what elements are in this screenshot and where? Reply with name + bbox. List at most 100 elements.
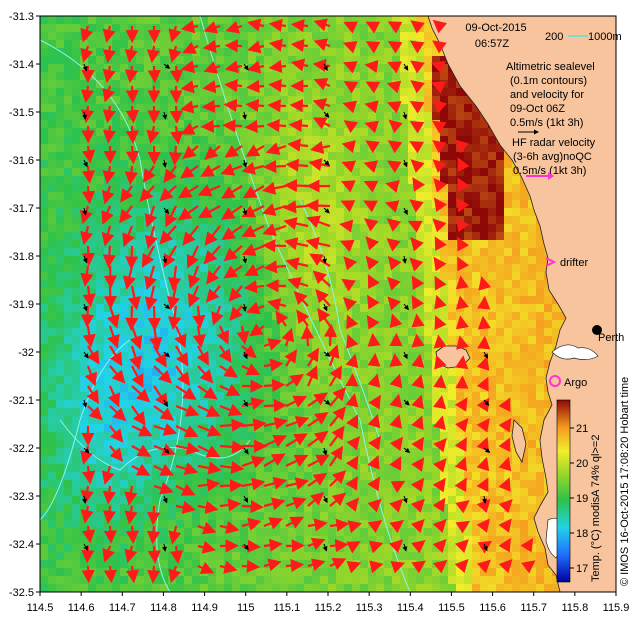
radar-arrow: [432, 518, 447, 534]
radar-arrow: [243, 280, 265, 294]
radar-arrow: [177, 205, 199, 221]
radar-arrow: [433, 178, 448, 193]
radar-arrow: [263, 378, 286, 392]
radar-arrow: [433, 374, 447, 389]
radar-arrow: [87, 405, 103, 421]
radar-arrow: [476, 456, 490, 472]
radar-arrow: [432, 99, 448, 114]
radar-arrow: [80, 45, 94, 63]
radar-arrow: [477, 315, 491, 330]
altimetry-arrow: [323, 63, 328, 72]
radar-arrow: [313, 38, 331, 51]
radar-arrow: [410, 237, 424, 252]
altimetry-arrow: [82, 63, 88, 72]
radar-arrow: [82, 465, 96, 485]
radar-arrow: [131, 463, 151, 476]
radar-arrow: [341, 278, 356, 292]
radar-arrow: [309, 140, 331, 154]
radar-arrow: [249, 323, 265, 337]
radar-arrow: [390, 560, 406, 574]
radar-arrow: [241, 161, 265, 175]
radar-arrow: [283, 178, 309, 193]
radar-arrow: [263, 453, 286, 467]
radar-arrow: [345, 393, 359, 408]
radar-arrow: [368, 394, 381, 410]
radar-arrow: [223, 98, 243, 113]
altimetry-arrow: [403, 207, 408, 216]
radar-arrow: [455, 295, 469, 310]
radar-arrow: [389, 519, 404, 534]
radar-arrow: [229, 305, 243, 321]
radar-arrow: [246, 301, 265, 315]
radar-arrow: [203, 61, 221, 74]
radar-arrow: [457, 157, 470, 173]
radar-arrow: [129, 345, 142, 370]
radar-arrow: [367, 455, 380, 470]
radar-arrow: [175, 345, 189, 367]
radar-arrow: [168, 525, 182, 545]
radar-arrow: [168, 25, 182, 43]
radar-arrow: [521, 560, 536, 574]
altimetry-arrow: [402, 543, 408, 552]
radar-arrow: [125, 145, 140, 165]
hf-radar-arrows: [80, 18, 536, 584]
radar-arrow: [144, 285, 158, 311]
radar-arrow: [285, 454, 309, 467]
radar-arrow: [411, 498, 425, 513]
radar-arrow: [317, 307, 331, 327]
radar-arrow: [520, 537, 534, 553]
altimetry-arrow: [322, 543, 328, 552]
radar-arrow: [262, 223, 287, 237]
alt-legend-line4: 09-Oct 06Z: [510, 103, 565, 115]
radar-arrow: [241, 499, 264, 514]
altimetry-arrow: [83, 351, 89, 359]
radar-arrow: [329, 365, 342, 387]
radar-arrow: [365, 236, 380, 251]
radar-arrow: [387, 140, 403, 154]
altimetry-arrow: [403, 399, 410, 406]
radar-arrow: [241, 539, 261, 553]
radar-arrow: [290, 19, 309, 33]
radar-arrow: [261, 203, 287, 216]
radar-arrow: [478, 276, 492, 291]
radar-arrow: [498, 518, 512, 533]
radar-arrow: [197, 561, 215, 574]
radar-arrow: [389, 373, 403, 389]
radar-arrow: [367, 498, 382, 513]
radar-arrow: [218, 345, 232, 364]
radar-arrow: [345, 455, 359, 471]
radar-arrow: [289, 99, 309, 113]
radar-arrow: [432, 477, 446, 493]
scale-label-200: 200: [545, 31, 563, 43]
radar-arrow: [343, 81, 359, 94]
radar-arrow: [125, 105, 139, 124]
radar-arrow: [125, 525, 139, 545]
radar-arrow: [367, 274, 380, 290]
radar-arrow: [102, 45, 116, 64]
radar-arrow: [179, 165, 199, 179]
altimetry-arrow: [82, 303, 88, 312]
radar-arrow: [102, 125, 117, 144]
radar-arrow: [296, 309, 310, 327]
y-tick-label: -31.8: [9, 251, 34, 263]
radar-arrow: [120, 185, 134, 203]
radar-arrow: [101, 225, 115, 247]
radar-arrow: [174, 325, 187, 349]
radar-arrow: [389, 414, 403, 429]
altimetry-arrow: [482, 543, 488, 552]
radar-arrow: [498, 437, 511, 453]
radar-arrow: [409, 141, 425, 154]
radar-arrow: [202, 80, 221, 94]
radar-arrow: [285, 539, 305, 553]
radar-arrow: [410, 60, 425, 74]
altimetry-arrow: [403, 63, 409, 71]
altimetry-arrow: [402, 255, 407, 264]
radar-arrow: [169, 65, 183, 84]
radar-arrow: [285, 373, 305, 387]
radar-arrow: [102, 545, 115, 563]
radar-arrow: [455, 500, 470, 514]
alt-legend-line2: (0.1m contours): [510, 75, 587, 87]
radar-arrow: [241, 363, 261, 376]
radar-arrow: [127, 285, 141, 311]
radar-arrow: [433, 256, 447, 272]
